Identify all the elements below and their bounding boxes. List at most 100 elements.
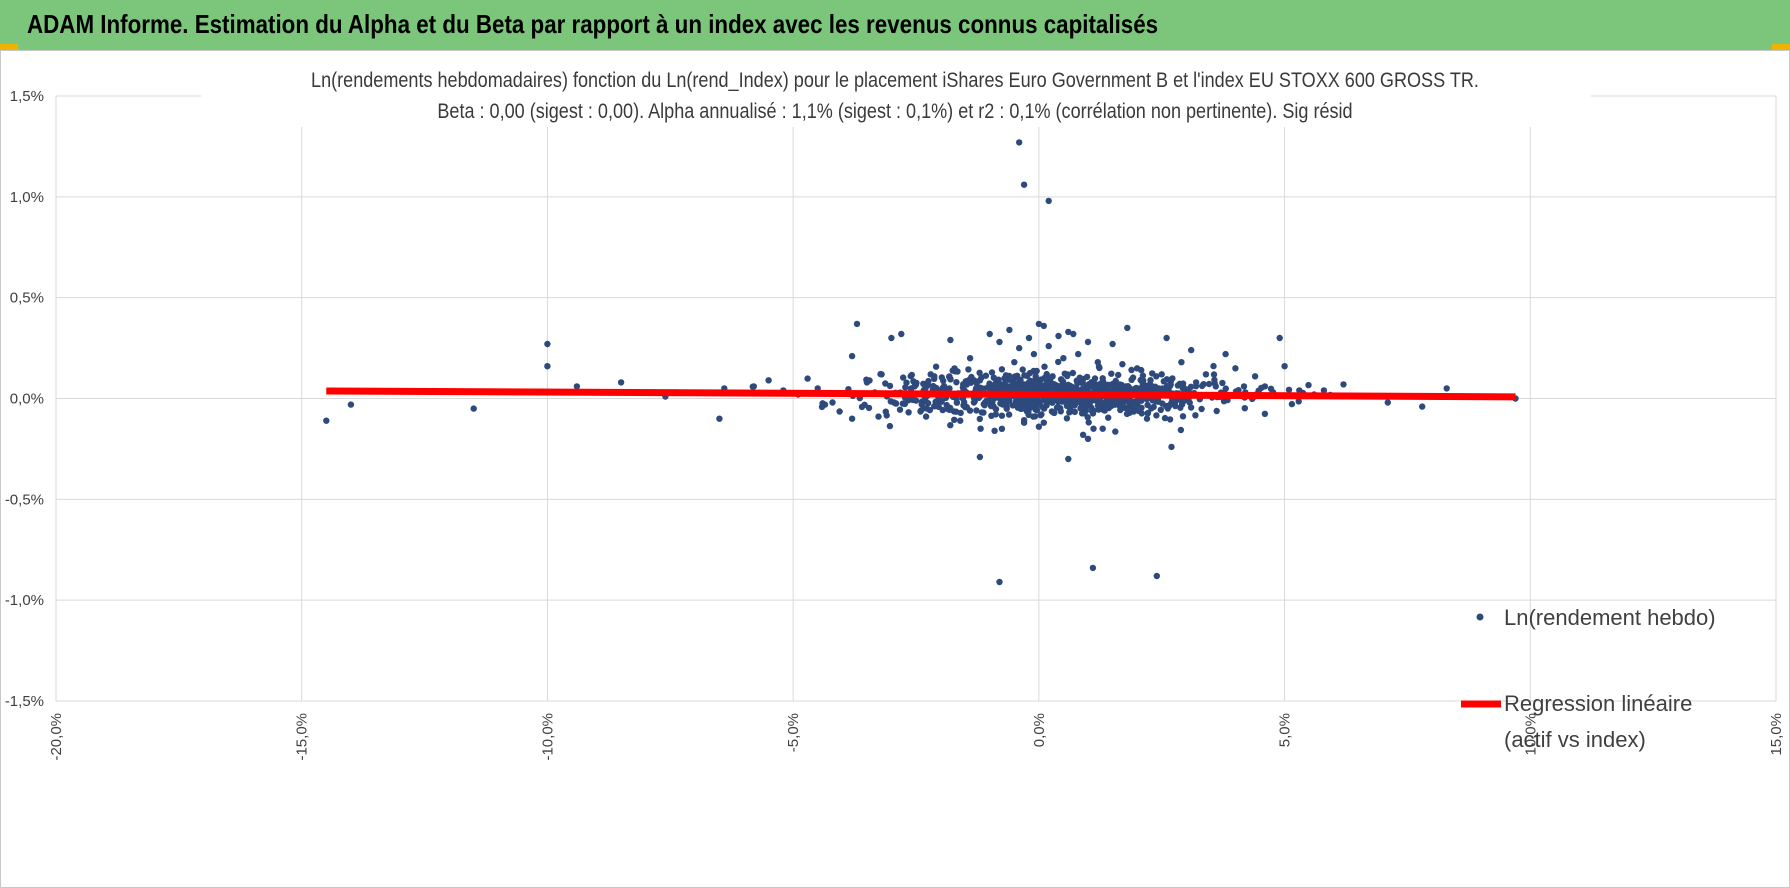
legend-label-line: (actif vs index) [1504, 727, 1646, 752]
data-point [919, 399, 926, 406]
data-point [957, 409, 964, 417]
data-point [1072, 400, 1079, 407]
legend: Ln(rendement hebdo) Regression linéaire (a… [1461, 605, 1716, 752]
data-points [323, 139, 1519, 586]
data-point [882, 408, 889, 415]
data-point [980, 409, 987, 416]
data-point [1143, 415, 1151, 422]
y-tick-label: 0,0% [10, 391, 44, 408]
data-point [1192, 412, 1199, 419]
data-point [1115, 371, 1122, 379]
data-point [1166, 382, 1174, 390]
data-point [1016, 139, 1023, 146]
data-point [1164, 405, 1172, 412]
data-point [1065, 328, 1072, 336]
data-point [1157, 406, 1165, 413]
data-point [1020, 403, 1028, 410]
data-point [951, 416, 958, 423]
data-point [1033, 383, 1040, 390]
data-point [1030, 400, 1038, 407]
data-point [1212, 383, 1220, 390]
data-point [1011, 359, 1018, 366]
data-point [996, 578, 1003, 586]
data-point [1219, 379, 1226, 387]
data-point [933, 398, 940, 406]
data-point [853, 320, 861, 328]
data-point [1241, 405, 1249, 412]
data-point [818, 403, 826, 411]
data-point [1026, 405, 1033, 412]
data-point [1159, 400, 1166, 407]
data-point [1166, 416, 1174, 423]
title-background [201, 63, 1591, 127]
data-point [1179, 413, 1187, 420]
data-point [1000, 397, 1007, 405]
data-point [1006, 372, 1013, 380]
data-point [1179, 380, 1187, 387]
data-point [1006, 397, 1013, 404]
data-point [1032, 373, 1039, 380]
data-point [878, 371, 885, 378]
data-point [1148, 383, 1156, 390]
data-point [1021, 372, 1028, 379]
data-point [1084, 338, 1092, 346]
data-point [1094, 359, 1102, 366]
data-point [898, 330, 905, 338]
x-tick-label: -15,0% [294, 713, 311, 761]
y-tick-label: 1,0% [10, 189, 44, 206]
data-point [1101, 407, 1109, 414]
data-point [970, 399, 978, 406]
y-tick-label: -1,5% [5, 693, 44, 710]
data-point [1153, 572, 1161, 580]
data-point [900, 374, 907, 381]
data-point [998, 385, 1006, 392]
data-point [990, 374, 997, 381]
data-point [1042, 381, 1050, 388]
x-tick-label: 15,0% [1768, 713, 1785, 756]
data-point [986, 330, 993, 338]
data-point [1019, 366, 1026, 373]
data-point [966, 355, 974, 362]
data-point [1003, 405, 1010, 412]
data-point [1295, 398, 1302, 405]
data-point [1163, 334, 1170, 342]
data-point [1050, 381, 1057, 388]
data-point [1105, 403, 1113, 410]
data-point [1020, 181, 1028, 188]
data-point [1088, 379, 1095, 386]
chart-title: Ln(rendements hebdomadaires) fonction du… [311, 69, 1479, 93]
data-point [965, 366, 972, 373]
data-point [1064, 371, 1072, 378]
data-point [1017, 382, 1024, 389]
data-point [998, 425, 1006, 432]
data-point [750, 383, 757, 390]
data-point [1384, 399, 1392, 406]
y-tick-label: -0,5% [5, 491, 44, 508]
data-point [1320, 387, 1328, 394]
data-point [1009, 402, 1016, 409]
data-point [1187, 404, 1195, 411]
data-point [765, 377, 772, 384]
data-point [1079, 431, 1087, 438]
data-point [892, 400, 900, 407]
data-point [922, 383, 929, 390]
data-point [1014, 372, 1021, 379]
data-point [716, 415, 723, 422]
data-point [899, 400, 906, 407]
data-point [544, 340, 551, 348]
data-point [863, 379, 871, 386]
data-point [962, 378, 969, 385]
scatter-chart: 1,5% 1,0% 0,5% 0,0% -0,5% -1,0% -1,5%-20,0% -15… [5, 63, 1785, 761]
data-point [1296, 387, 1303, 394]
data-point [1085, 419, 1092, 426]
data-point [1065, 455, 1072, 463]
data-point [848, 352, 856, 360]
data-point [1124, 324, 1131, 332]
y-tick-label: -1,0% [5, 592, 44, 609]
data-point [1033, 407, 1041, 414]
data-point [1084, 435, 1092, 442]
data-point [1202, 371, 1210, 378]
data-point [1240, 383, 1248, 390]
data-point [1276, 334, 1283, 342]
data-point [1222, 350, 1229, 358]
